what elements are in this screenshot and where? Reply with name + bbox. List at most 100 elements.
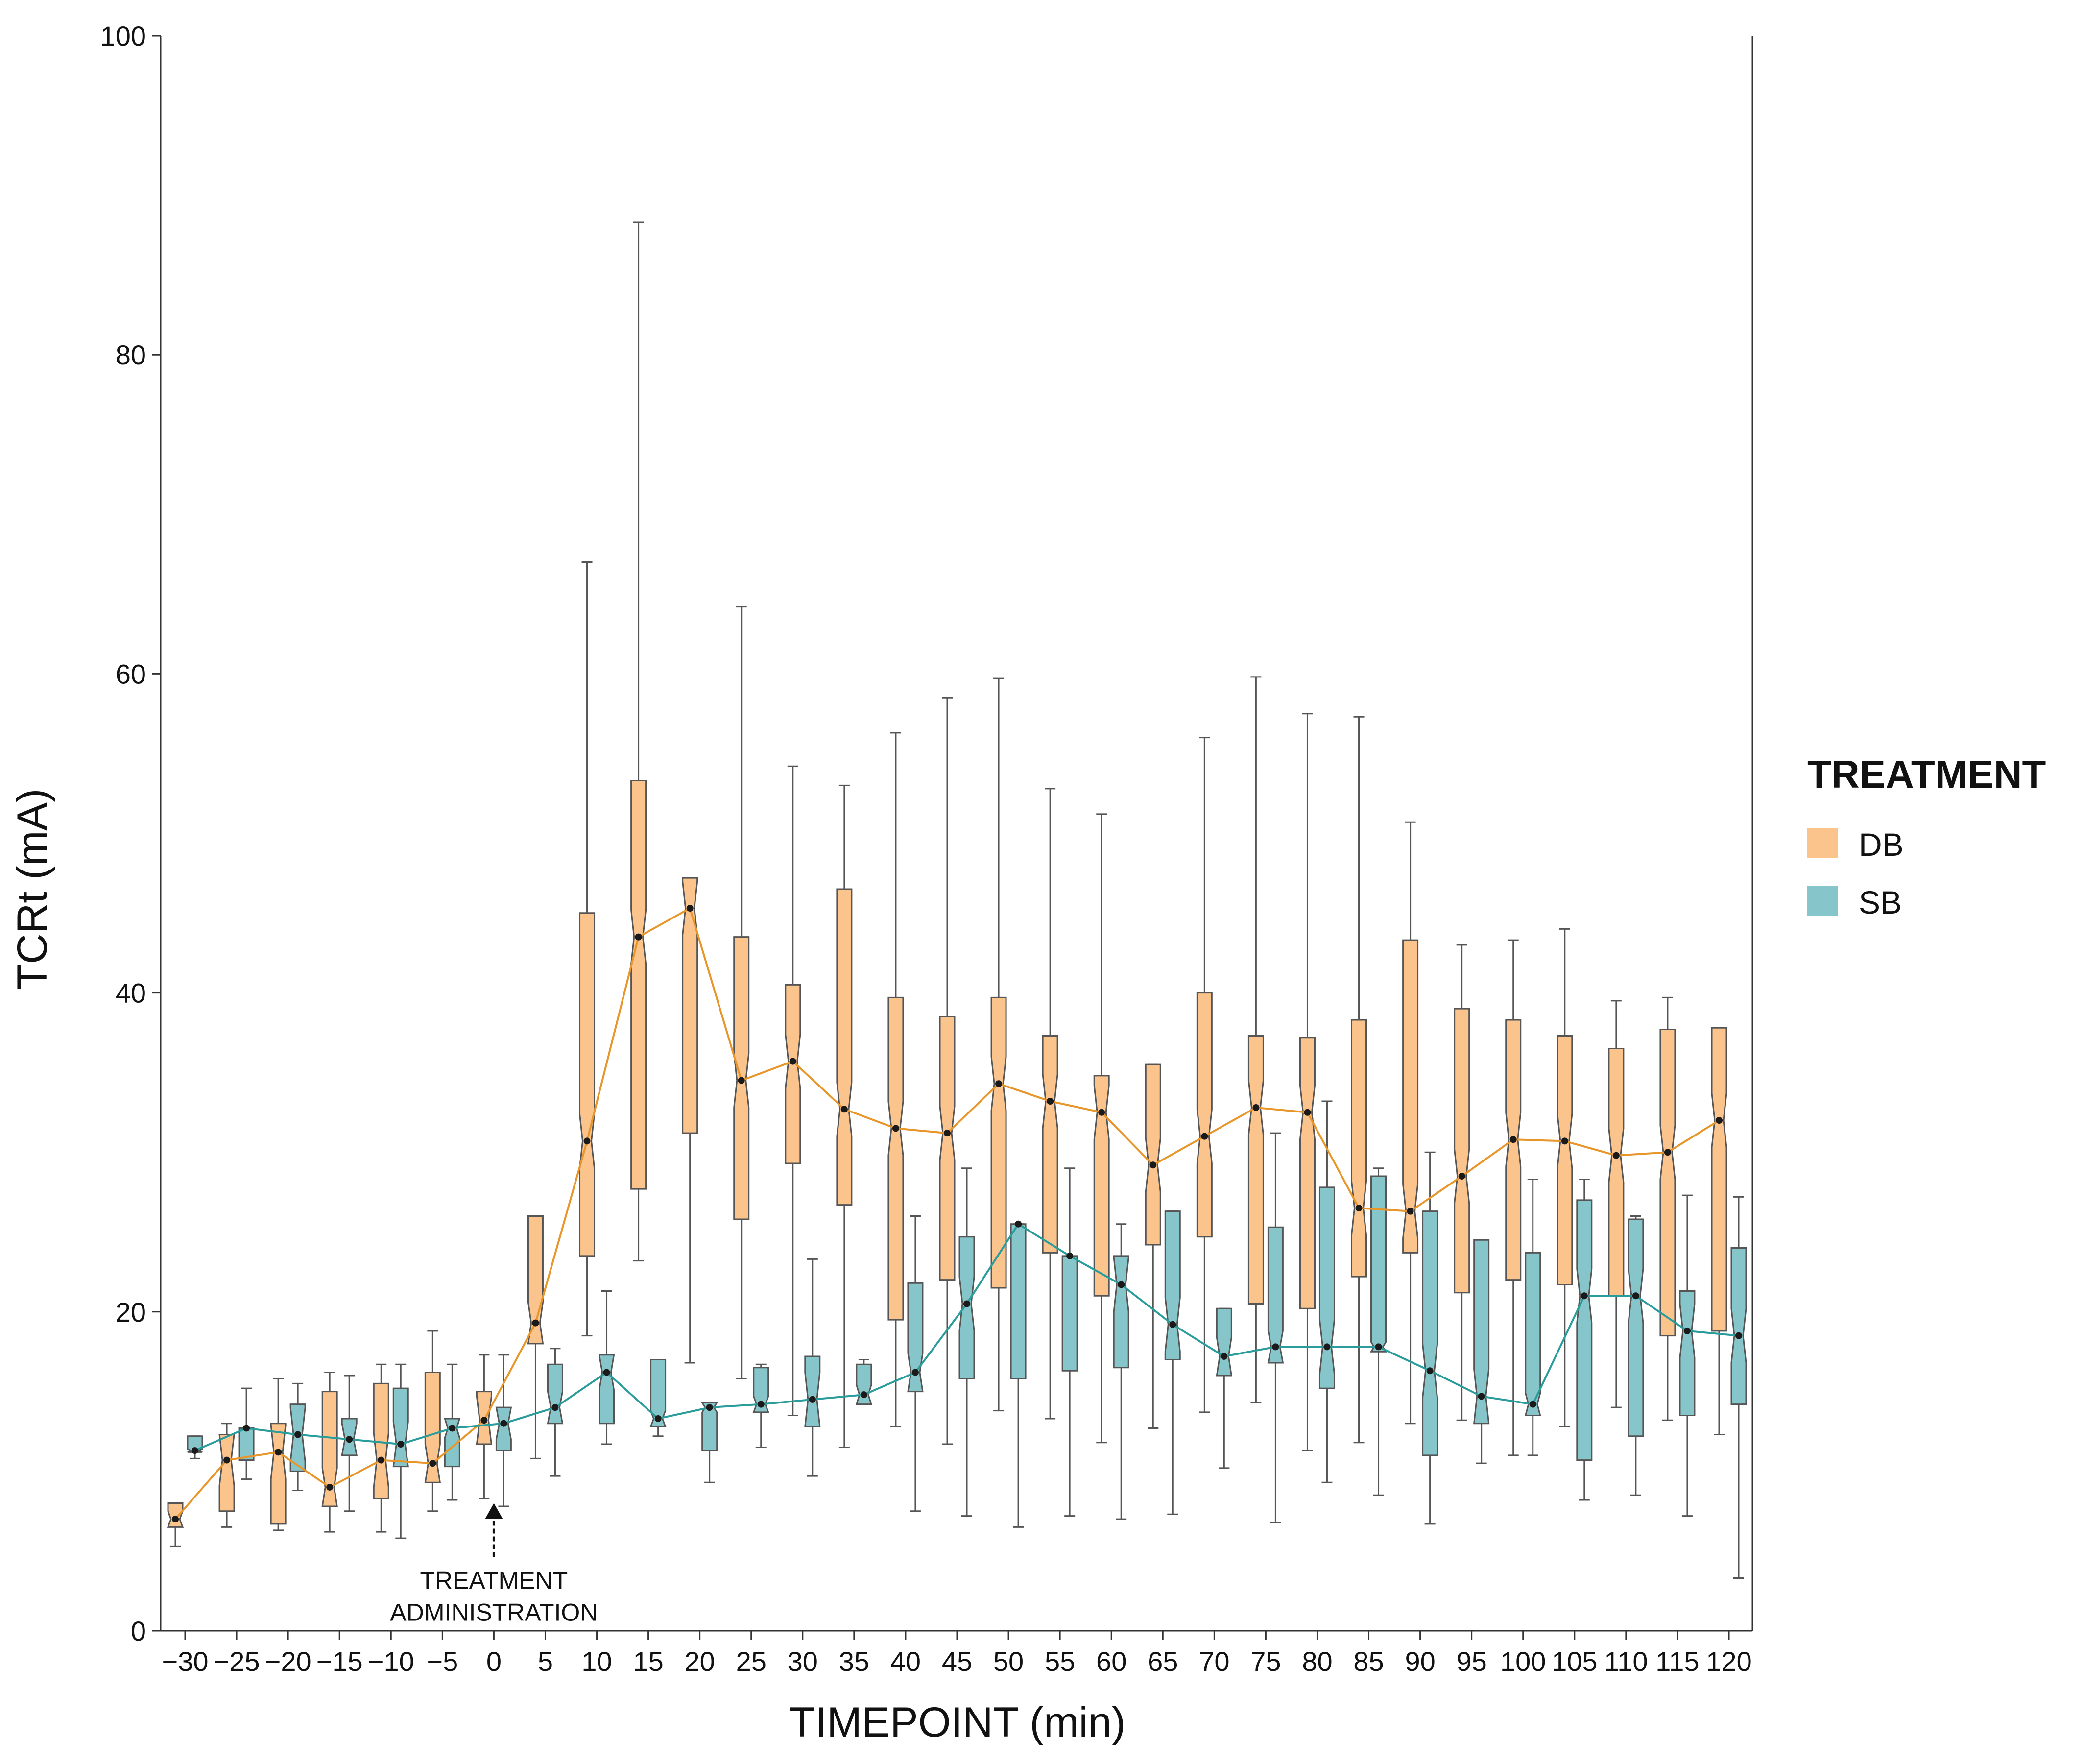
x-tick-label: 55 [1045,1646,1075,1677]
x-tick-label: 80 [1302,1646,1332,1677]
median-point-db [738,1077,745,1084]
box-sb-110 [1628,1215,1644,1496]
x-tick-label: −10 [368,1646,414,1677]
box-db--30 [167,1502,184,1547]
median-point-db [583,1137,591,1145]
median-point-sb [757,1401,765,1408]
box-db--20 [270,1378,287,1531]
box-db-45 [939,697,956,1445]
box-db-75 [1247,676,1264,1403]
median-point-sb [1015,1220,1022,1228]
y-axis-title: TCRt (mA) [9,789,56,990]
median-point-db [1612,1152,1620,1159]
box-body [1473,1239,1490,1425]
box-sb-10 [598,1290,615,1445]
x-tick-label: 105 [1552,1646,1597,1677]
median-point-db [1561,1137,1568,1145]
median-point-sb [860,1391,867,1399]
median-point-sb [449,1425,456,1432]
box-db-35 [836,784,853,1449]
box-body [1576,1199,1593,1461]
box-db--5 [424,1330,441,1512]
box-body [1145,1063,1161,1246]
box-sb-105 [1576,1179,1593,1501]
x-tick-label: −30 [162,1646,209,1677]
box-body [1659,1028,1676,1337]
median-point-db [1201,1133,1208,1140]
median-lines [172,905,1742,1523]
x-tick-label: 100 [1500,1646,1546,1677]
box-sb-100 [1524,1179,1541,1456]
box-body [392,1387,409,1468]
median-point-db [326,1483,334,1491]
x-tick-label: −25 [214,1646,260,1677]
box-sb-25 [752,1363,769,1449]
median-point-db [275,1449,282,1456]
x-tick-label: 15 [633,1646,663,1677]
box-body [1679,1290,1696,1416]
x-tick-label: −20 [265,1646,311,1677]
median-point-db [1664,1149,1671,1156]
median-point-db [1098,1109,1105,1116]
median-point-db [429,1460,436,1467]
box-body [1164,1210,1181,1360]
median-point-sb [1478,1393,1485,1400]
x-axis-title: TIMEPOINT (min) [790,1699,1126,1746]
box-body [785,984,801,1164]
boxes [167,221,1747,1579]
median-point-db [480,1417,488,1424]
box-sb-45 [958,1167,975,1517]
box-sb-0 [495,1354,512,1507]
median-point-sb [1683,1327,1691,1334]
box-body [804,1355,821,1427]
box-body [1711,1027,1727,1332]
box-db-105 [1557,928,1573,1427]
median-point-sb [1221,1353,1228,1360]
box-body [1608,1048,1625,1297]
box-sb-65 [1164,1210,1181,1515]
median-point-sb [963,1300,970,1307]
legend-label-sb: SB [1859,884,1902,920]
median-point-sb [551,1404,559,1411]
box-body [887,996,904,1321]
median-point-db [995,1080,1003,1087]
box-body [1454,1008,1470,1294]
box-db-50 [990,677,1007,1412]
box-sb-70 [1216,1307,1233,1469]
median-point-db [686,905,694,912]
x-tick-label: −15 [316,1646,363,1677]
median-point-db [532,1319,539,1327]
box-sb-40 [907,1215,924,1512]
annotation-line-2: ADMINISTRATION [390,1599,598,1626]
box-sb--15 [341,1375,358,1512]
box-db-90 [1402,821,1419,1425]
box-body [373,1382,389,1499]
box-body [1093,1075,1110,1297]
annotation-line-1: TREATMENT [420,1567,568,1595]
median-point-sb [500,1420,507,1427]
median-point-db [1150,1161,1157,1169]
box-body [1299,1037,1316,1309]
box-body [167,1502,184,1528]
box-body [1730,1247,1747,1405]
box-body [1042,1035,1058,1254]
x-tick-label: 70 [1199,1646,1229,1677]
y-tick-label: 0 [131,1616,146,1646]
x-tick-label: 0 [486,1646,502,1677]
median-point-sb [1169,1321,1176,1328]
box-sb-15 [649,1358,667,1437]
median-point-sb [346,1436,353,1443]
x-tick-label: 25 [736,1646,767,1677]
x-tick-label: 20 [685,1646,715,1677]
median-point-db [1509,1136,1517,1143]
x-tick-label: 110 [1604,1646,1648,1677]
x-tick-label: 10 [581,1646,612,1677]
legend-label-db: DB [1859,826,1904,863]
box-sb-50 [1010,1223,1027,1528]
box-body [321,1391,338,1507]
x-tick-label: 95 [1457,1646,1487,1677]
median-point-sb [1066,1252,1074,1259]
box-db--10 [373,1363,389,1533]
y-tick-label: 80 [116,339,146,370]
